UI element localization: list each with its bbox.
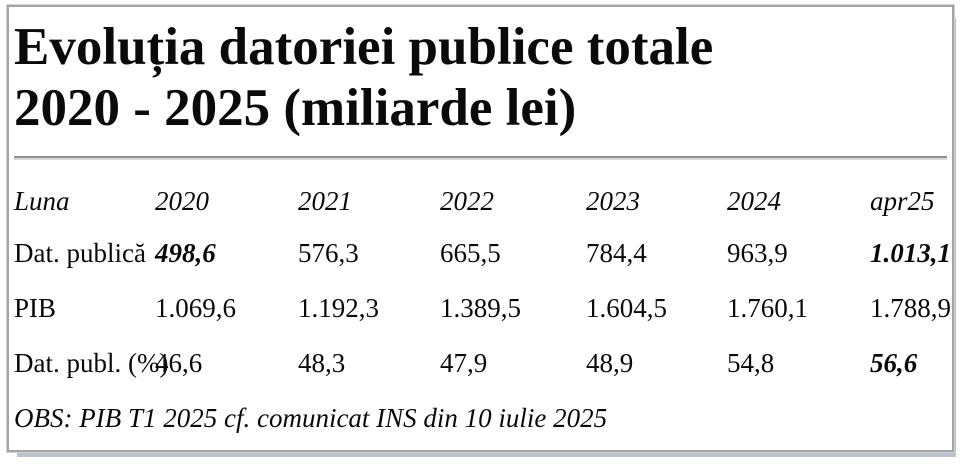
title-line-2: 2020 - 2025 (miliarde lei) (14, 79, 577, 137)
col-header-2024: 2024 (727, 185, 781, 216)
table-cell: 48,3 (298, 348, 346, 378)
table-cell: 1.389,5 (440, 293, 521, 323)
table-cell: 1.760,1 (727, 293, 808, 323)
title-line-1: Evoluția datoriei publice totale (14, 18, 714, 76)
table-cell: 576,3 (298, 238, 359, 268)
row-label: Dat. publică (14, 238, 146, 268)
source-note: OBS: PIB T1 2025 cf. comunicat INS din 1… (14, 403, 608, 433)
row-label: Dat. publ. (%) (14, 348, 169, 378)
col-header-2022: 2022 (440, 185, 494, 216)
table-cell: 48,9 (586, 348, 634, 378)
page-title: Evoluția datoriei publice totale 2020 - … (14, 17, 952, 139)
col-header-2023: 2023 (586, 185, 640, 216)
table-row-dat-publ-pct: Dat. publ. (%) 46,6 48,3 47,9 48,9 54,8 … (14, 336, 952, 391)
table-cell: 47,9 (440, 348, 488, 378)
col-header-2020: 2020 (155, 185, 209, 216)
col-header-apr25: apr25 (870, 185, 935, 216)
table-cell: 665,5 (440, 238, 501, 268)
table-row-dat-publica: Dat. publică 498,6 576,3 665,5 784,4 963… (14, 226, 952, 281)
title-divider (14, 156, 947, 160)
col-header-2021: 2021 (298, 185, 352, 216)
table-cell: 1.788,9 (870, 293, 951, 323)
debt-table-card: Evoluția datoriei publice totale 2020 - … (7, 5, 954, 452)
table-cell: 963,9 (727, 238, 788, 268)
table-cell: 1.013,1 (870, 238, 951, 268)
col-header-luna: Luna (14, 185, 70, 216)
table-cell: 56,6 (870, 348, 918, 378)
table-row-pib: PIB 1.069,6 1.192,3 1.389,5 1.604,5 1.76… (14, 281, 952, 336)
debt-table: Luna 2020 2021 2022 2023 2024 apr25 Dat.… (14, 176, 952, 446)
table-cell: 498,6 (155, 238, 216, 268)
table-cell: 54,8 (727, 348, 775, 378)
table-cell: 784,4 (586, 238, 647, 268)
row-label: PIB (14, 293, 57, 323)
table-cell: 1.192,3 (298, 293, 379, 323)
table-cell: 46,6 (155, 348, 203, 378)
table-cell: 1.069,6 (155, 293, 236, 323)
table-header-row: Luna 2020 2021 2022 2023 2024 apr25 (14, 176, 952, 226)
table-cell: 1.604,5 (586, 293, 667, 323)
